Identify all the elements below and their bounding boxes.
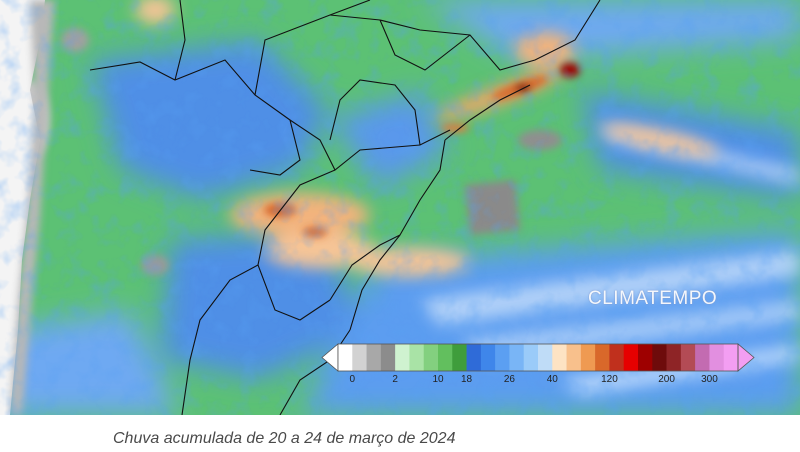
- legend-swatch: [523, 344, 539, 371]
- legend-swatch: [623, 344, 639, 371]
- legend-tick-label: 300: [701, 374, 718, 385]
- legend-swatch: [666, 344, 682, 371]
- map-caption: Chuva acumulada de 20 a 24 de março de 2…: [113, 430, 456, 447]
- legend-swatch: [695, 344, 710, 371]
- legend-tick-labels: 0 2 10 18 26 40 120 200 300: [0, 374, 800, 390]
- legend-swatch: [495, 344, 510, 371]
- legend-swatch: [438, 344, 453, 371]
- legend-swatch: [480, 344, 496, 371]
- precipitation-legend: [321, 343, 755, 372]
- legend-min-arrow: [321, 343, 339, 372]
- legend-swatch: [338, 344, 353, 371]
- legend-swatch: [352, 344, 367, 371]
- precipitation-map: CLIMATEMPO 0 2 10 18 26 40 120 200 300: [0, 0, 800, 415]
- legend-swatch: [423, 344, 439, 371]
- legend-swatch: [638, 344, 653, 371]
- legend-swatch: [709, 344, 725, 371]
- legend-swatch: [723, 344, 739, 371]
- legend-tick-label: 26: [503, 374, 515, 385]
- legend-swatch: [538, 344, 553, 371]
- legend-swatch: [395, 344, 410, 371]
- legend-swatch: [652, 344, 667, 371]
- legend-max-arrow: [737, 343, 755, 372]
- legend-swatch: [380, 344, 396, 371]
- legend-swatch: [609, 344, 625, 371]
- legend-swatch: [466, 344, 482, 371]
- legend-tick-label: 40: [546, 374, 558, 385]
- legend-swatch: [366, 344, 382, 371]
- legend-tick-label: 120: [601, 374, 618, 385]
- legend-swatch: [566, 344, 582, 371]
- legend-tick-label: 10: [432, 374, 444, 385]
- legend-tick-label: 0: [349, 374, 356, 385]
- legend-swatch: [580, 344, 596, 371]
- legend-swatch: [552, 344, 567, 371]
- map-canvas: [0, 0, 800, 415]
- climatempo-watermark: CLIMATEMPO: [588, 288, 718, 309]
- legend-swatch: [680, 344, 696, 371]
- legend-border: [337, 343, 739, 372]
- legend-tick-label: 18: [461, 374, 473, 385]
- legend-swatch: [452, 344, 467, 371]
- legend-swatches: [321, 343, 755, 372]
- legend-tick-label: 2: [392, 374, 398, 385]
- legend-swatch: [409, 344, 425, 371]
- legend-swatch: [595, 344, 610, 371]
- legend-swatch: [509, 344, 525, 371]
- legend-tick-label: 200: [658, 374, 675, 385]
